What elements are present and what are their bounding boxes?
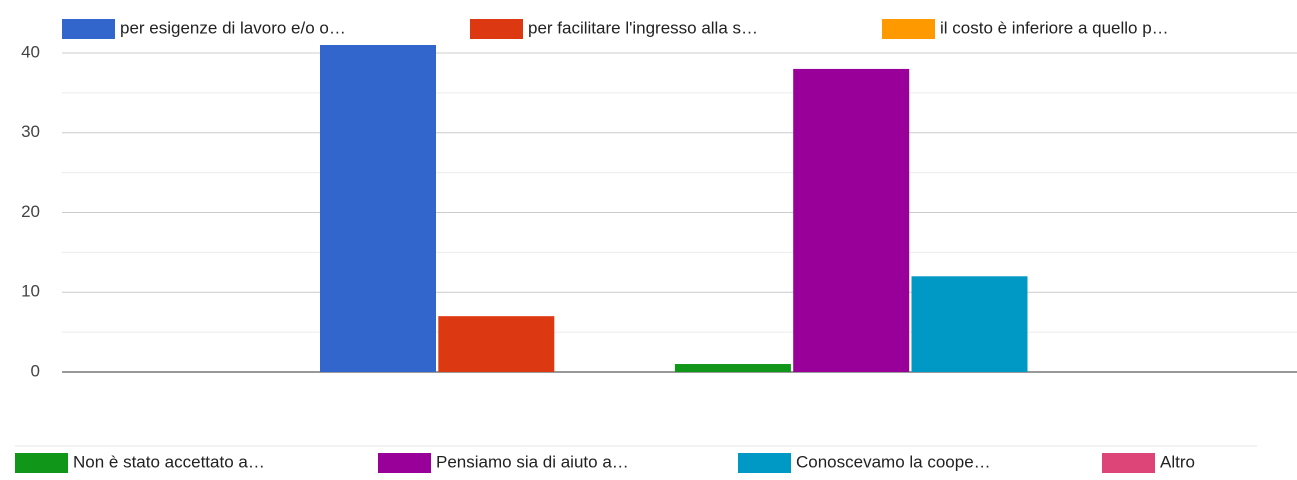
bar — [320, 45, 436, 372]
legend-swatch — [470, 19, 523, 39]
legend-swatch — [62, 19, 115, 39]
legend-swatch — [378, 453, 431, 473]
legend-swatch — [882, 19, 935, 39]
bar — [674, 364, 791, 372]
legend-label: il costo è inferiore a quello p… — [940, 18, 1169, 37]
legend-label: per esigenze di lavoro e/o o… — [120, 18, 346, 37]
bar — [911, 276, 1028, 372]
legend-label: Non è stato accettato a… — [73, 452, 265, 471]
y-tick-label: 10 — [21, 282, 40, 301]
legend-swatch — [15, 453, 68, 473]
legend-label: per facilitare l'ingresso alla s… — [528, 18, 758, 37]
bar — [793, 68, 910, 373]
y-tick-label: 40 — [21, 42, 40, 61]
legend-label: Altro — [1160, 452, 1195, 471]
y-tick-label: 0 — [31, 361, 40, 380]
bar — [438, 316, 555, 372]
legend-swatch — [1102, 453, 1155, 473]
legend-swatch — [738, 453, 791, 473]
y-tick-label: 20 — [21, 202, 40, 221]
y-tick-label: 30 — [21, 122, 40, 141]
legend-label: Conoscevamo la coope… — [796, 452, 991, 471]
legend-label: Pensiamo sia di aiuto a… — [436, 452, 629, 471]
